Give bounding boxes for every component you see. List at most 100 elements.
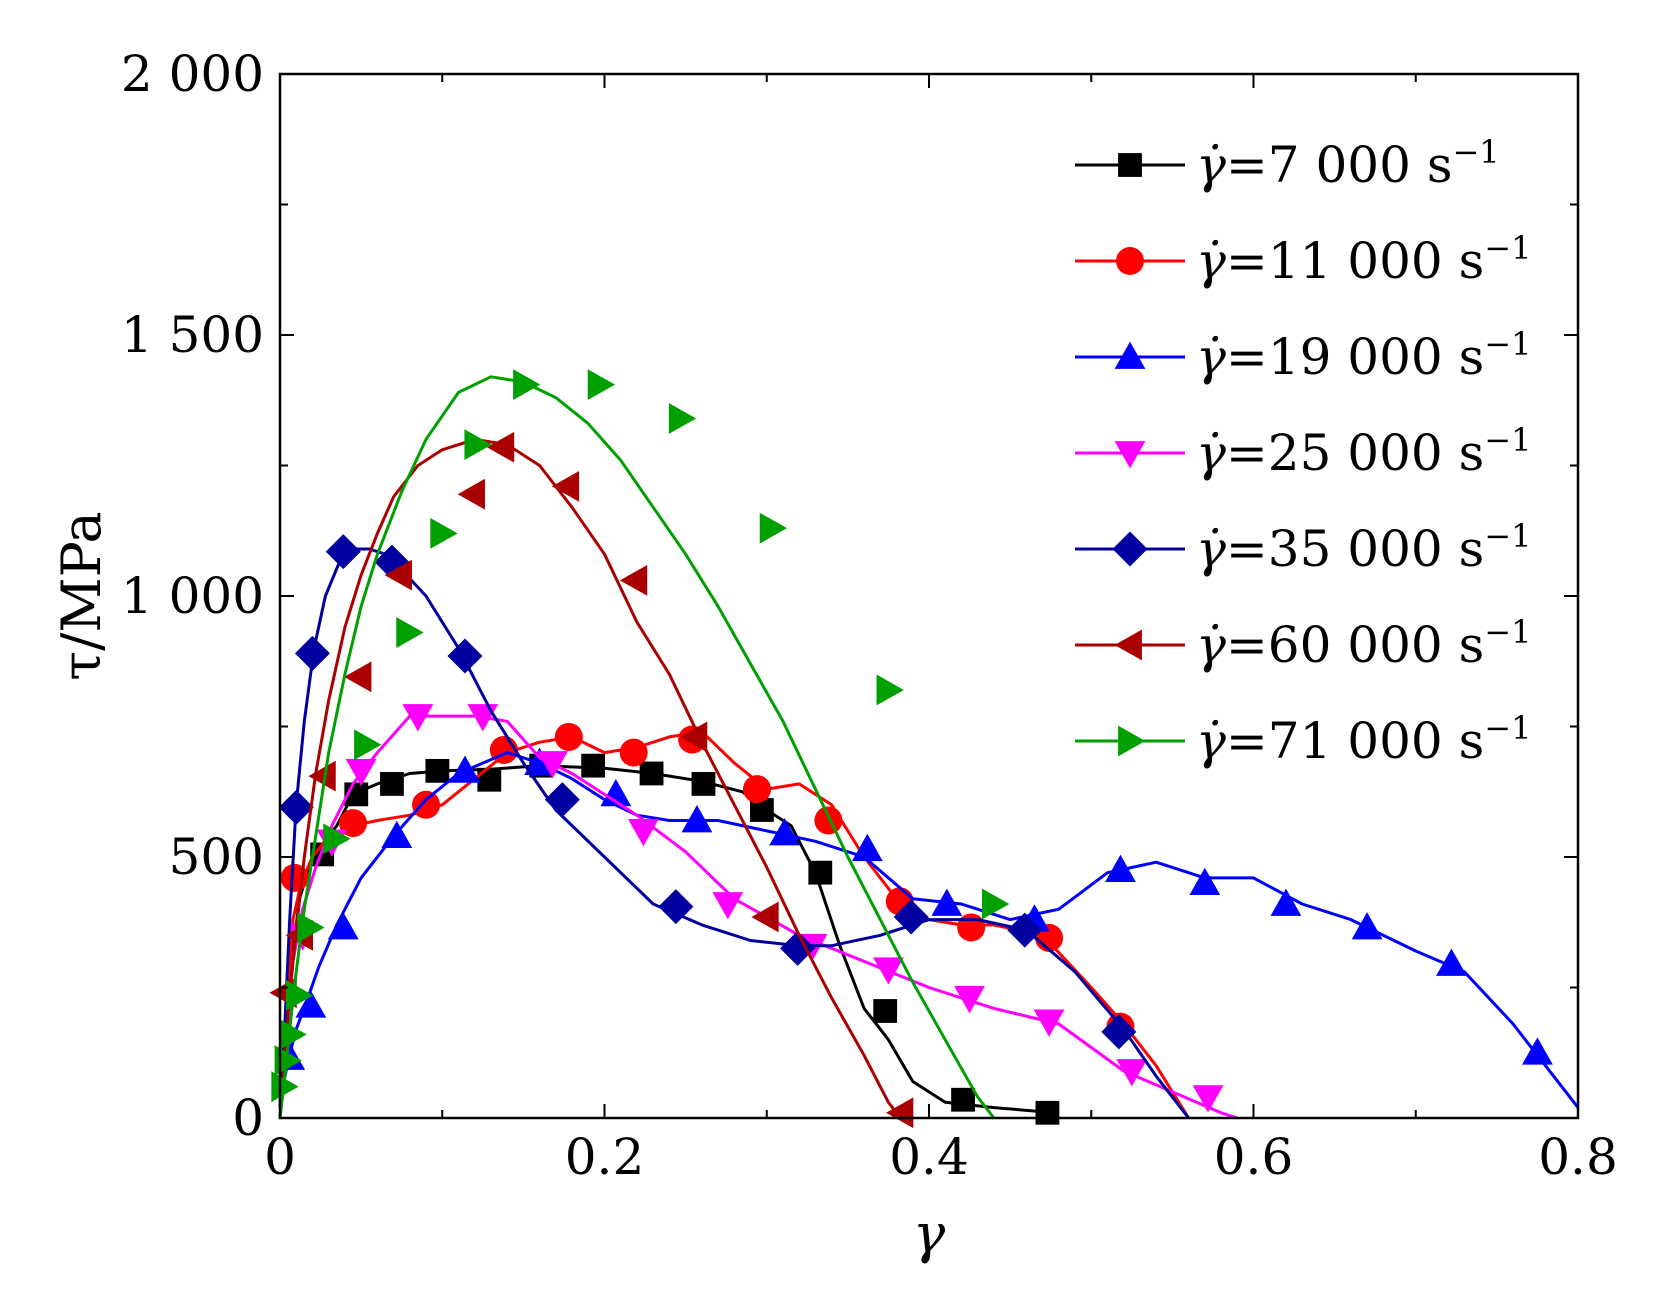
data-marker-triangle-down: [873, 957, 904, 985]
data-marker-diamond: [893, 899, 929, 935]
legend-exponent: −1: [1484, 229, 1531, 267]
legend-exponent: −1: [1484, 613, 1531, 651]
data-marker-triangle-up: [327, 912, 359, 940]
y-tick-label: 500: [169, 828, 264, 886]
legend-item: γ̇=60 000 s−1: [1075, 613, 1531, 674]
legend-gamma-dot-symbol: γ̇: [1196, 136, 1226, 194]
x-tick-label: 0: [264, 1128, 296, 1186]
data-marker-triangle-up: [1114, 341, 1146, 369]
data-marker-triangle-right: [323, 823, 351, 855]
legend-label: γ̇=60 000 s−1: [1196, 613, 1531, 674]
legend-rate-text: =71 000 s: [1226, 712, 1484, 770]
data-marker-square: [1118, 153, 1142, 177]
y-tick-label: 1 000: [121, 567, 264, 625]
data-marker-triangle-up: [1189, 867, 1221, 895]
data-marker-square: [1035, 1100, 1060, 1125]
data-marker-circle: [619, 738, 648, 767]
legend-item: γ̇=35 000 s−1: [1075, 517, 1531, 578]
series-group: [278, 534, 1190, 1119]
data-marker-triangle-left: [551, 470, 580, 502]
data-marker-triangle-right: [274, 1045, 302, 1076]
data-marker-diamond: [325, 534, 361, 570]
legend-gamma-dot-symbol: γ̇: [1196, 520, 1226, 578]
x-tick-label: 0.8: [1538, 1128, 1618, 1186]
x-tick-label: 0.6: [1214, 1128, 1294, 1186]
series-line: [278, 714, 1238, 1120]
data-marker-circle: [957, 913, 986, 942]
legend-label: γ̇=7 000 s−1: [1196, 133, 1500, 194]
data-marker-triangle-right: [285, 979, 314, 1011]
data-marker-circle: [554, 722, 583, 751]
legend-gamma-dot-symbol: γ̇: [1196, 232, 1226, 290]
data-marker-triangle-up: [681, 805, 713, 833]
data-marker-triangle-right: [513, 369, 541, 400]
legend-item: γ̇=19 000 s−1: [1075, 325, 1531, 386]
data-marker-triangle-left: [619, 564, 648, 596]
legend-label: γ̇=35 000 s−1: [1196, 517, 1531, 578]
legend-label: γ̇=25 000 s−1: [1196, 421, 1531, 482]
x-tick-label: 0.4: [889, 1128, 969, 1186]
data-marker-square: [380, 772, 404, 796]
data-marker-triangle-left: [886, 1097, 914, 1129]
legend-rate-text: =35 000 s: [1226, 520, 1484, 578]
data-marker-diamond: [780, 930, 816, 966]
data-marker-diamond: [294, 635, 330, 671]
data-marker-square: [873, 999, 898, 1023]
data-marker-triangle-down: [712, 892, 744, 920]
data-marker-triangle-up: [1105, 854, 1136, 882]
data-marker-triangle-left: [344, 661, 372, 693]
legend-rate-text: =11 000 s: [1226, 232, 1484, 290]
data-marker-triangle-left: [1114, 629, 1142, 661]
y-tick-label: 0: [232, 1089, 264, 1147]
data-marker-triangle-down: [1033, 1009, 1065, 1037]
data-marker-square: [691, 772, 716, 796]
legend-gamma-dot-symbol: γ̇: [1196, 712, 1226, 770]
legend-item: γ̇=11 000 s−1: [1075, 229, 1531, 290]
series-line: [278, 437, 898, 1119]
data-marker-triangle-down: [345, 758, 377, 787]
data-marker-circle: [814, 806, 843, 835]
y-axis-title: τ/MPa: [50, 511, 113, 680]
legend-rate-text: =25 000 s: [1226, 424, 1484, 482]
data-marker-triangle-right: [279, 1019, 307, 1050]
data-marker-circle: [743, 775, 772, 804]
data-marker-triangle-down: [537, 751, 568, 779]
x-axis-title: γ: [913, 1202, 946, 1265]
data-marker-triangle-right: [464, 429, 492, 461]
legend-exponent: −1: [1452, 133, 1499, 171]
data-marker-triangle-up: [1351, 912, 1383, 940]
data-marker-triangle-up: [1270, 888, 1302, 916]
data-marker-diamond: [1101, 1014, 1137, 1050]
legend-label: γ̇=71 000 s−1: [1196, 709, 1531, 770]
data-marker-triangle-up: [769, 818, 800, 846]
plot-frame: [278, 72, 1580, 1120]
data-marker-triangle-right: [430, 517, 458, 549]
data-marker-circle: [1116, 247, 1144, 275]
y-tick-label: 1 500: [121, 306, 264, 364]
series-group: [274, 747, 1580, 1109]
data-marker-triangle-up: [1522, 1037, 1553, 1065]
data-marker-triangle-right: [271, 1071, 299, 1103]
legend-exponent: −1: [1484, 421, 1531, 459]
data-marker-square: [477, 767, 502, 792]
legend-exponent: −1: [1484, 709, 1531, 747]
data-marker-triangle-up: [931, 888, 963, 916]
legend-gamma-dot-symbol: γ̇: [1196, 424, 1226, 482]
data-marker-triangle-right: [297, 912, 325, 943]
data-marker-triangle-down: [628, 819, 659, 847]
legend-exponent: −1: [1484, 517, 1531, 555]
series-layer: [269, 369, 1580, 1129]
data-marker-triangle-right: [1118, 725, 1146, 757]
legend-label: γ̇=11 000 s−1: [1196, 229, 1531, 290]
data-marker-triangle-up: [851, 833, 883, 862]
data-marker-square: [639, 761, 664, 786]
data-marker-triangle-down: [1114, 441, 1146, 469]
data-marker-triangle-up: [449, 755, 481, 783]
data-marker-triangle-left: [679, 721, 708, 753]
data-marker-diamond: [1112, 531, 1148, 567]
legend-item: γ̇=7 000 s−1: [1075, 133, 1500, 194]
y-tick-label: 2 000: [121, 45, 264, 103]
data-marker-square: [425, 758, 450, 783]
